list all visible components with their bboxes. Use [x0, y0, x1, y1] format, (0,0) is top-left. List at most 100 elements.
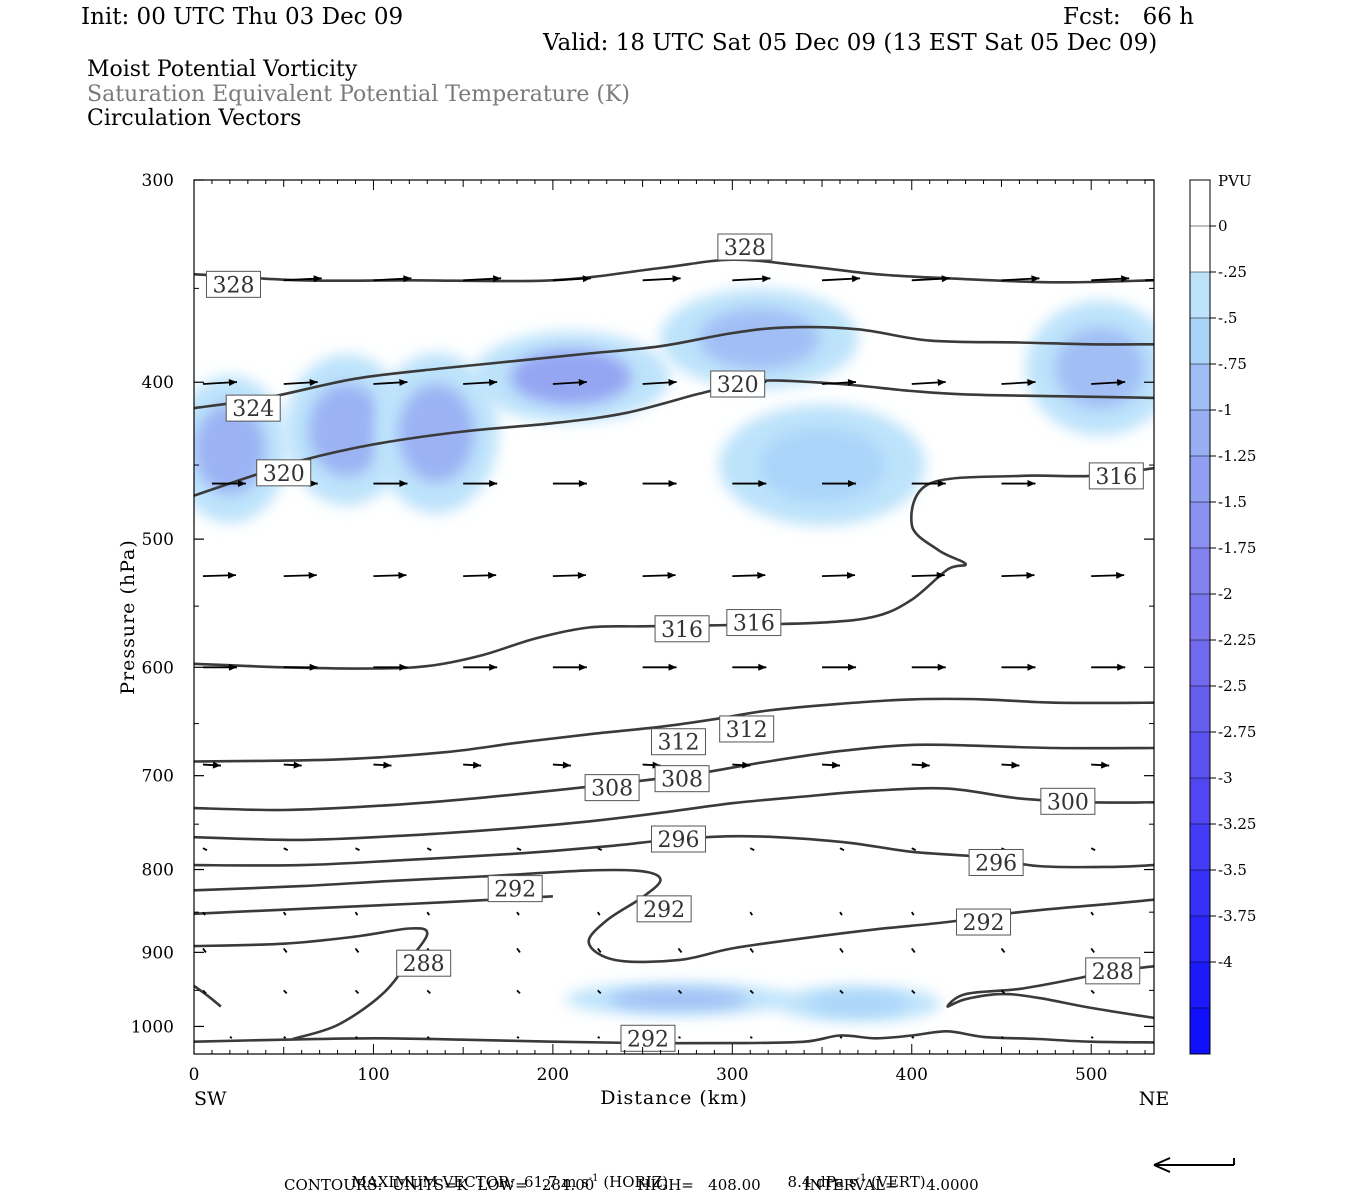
pv-blob-core	[510, 349, 632, 405]
contour-label-box	[726, 609, 782, 637]
colorbar-tick-label: 0	[1218, 217, 1228, 235]
vector-head	[1011, 761, 1020, 769]
contour-line	[194, 379, 1154, 497]
vector-shaft	[596, 911, 601, 916]
vector-head	[937, 378, 946, 386]
pv-blob-core	[698, 308, 820, 370]
vector-head	[562, 761, 571, 769]
vector-shaft	[354, 947, 360, 953]
valid-time: Valid: 18 UTC Sat 05 Dec 09 (13 EST Sat …	[543, 30, 1158, 56]
vector-shaft	[202, 847, 208, 851]
pv-blob-core	[308, 383, 385, 476]
max-vector-horiz-unit: (HORIZ)	[603, 1173, 669, 1191]
vector-shaft	[911, 911, 915, 916]
vector-shaft	[516, 1036, 520, 1039]
contour-label: 328	[724, 236, 766, 261]
vector-shaft	[749, 847, 755, 851]
contour-label: 320	[263, 462, 305, 487]
vector-shaft	[282, 947, 288, 953]
vector-head	[1175, 275, 1183, 282]
vector-shaft	[426, 1036, 430, 1039]
vector-shaft	[1001, 1036, 1004, 1039]
contour-label: 320	[717, 373, 759, 398]
y-axis-label: Pressure (hPa)	[117, 539, 139, 695]
colorbar-segment	[1190, 272, 1210, 319]
contour-label: 324	[232, 397, 274, 422]
vector-head	[228, 663, 237, 671]
pv-blob-core	[398, 384, 474, 483]
vector-head	[672, 275, 681, 283]
colorbar-tick-label: -2.75	[1218, 723, 1256, 741]
vector-head	[937, 663, 946, 671]
vector-head	[309, 663, 318, 671]
max-vector-horiz-value: 61.7 m s	[523, 1173, 589, 1191]
vector-shaft	[516, 911, 520, 916]
vector-head	[848, 663, 857, 671]
contour-label-box	[717, 233, 773, 261]
max-vector-vert-value: 8.4 dPa s	[787, 1173, 857, 1191]
contour-label-box	[256, 459, 312, 487]
vector-head	[762, 275, 771, 283]
contour-line	[194, 325, 1154, 410]
vector-head	[757, 571, 766, 579]
vector-head	[668, 378, 677, 386]
vector-shaft	[516, 947, 521, 953]
vector-head	[1117, 663, 1126, 671]
contour-label: 308	[661, 768, 703, 793]
vector-head	[293, 761, 302, 769]
max-vector-label: MAXIMUM VECTOR:	[351, 1173, 515, 1191]
colorbar-unit: PVU	[1218, 172, 1252, 190]
contour-label-box	[225, 394, 281, 422]
contour-label: 316	[1095, 465, 1137, 490]
vector-head	[489, 663, 498, 671]
vector-head	[937, 480, 946, 488]
vector-shaft	[283, 989, 288, 995]
vector-head	[308, 571, 317, 579]
contour-label: 292	[494, 878, 536, 903]
vector-shaft	[597, 947, 602, 953]
vector-shaft	[839, 1036, 843, 1039]
colorbar-segment	[1190, 410, 1210, 457]
contour-label-box	[396, 949, 452, 977]
vector-head	[652, 761, 661, 769]
vector-head	[667, 571, 676, 579]
colorbar-tick-label: -.5	[1218, 309, 1237, 327]
x-tick-label: 300	[716, 1065, 748, 1085]
vector-shaft	[1090, 989, 1095, 995]
vector-head	[212, 761, 221, 769]
colorbar-tick-label: -.25	[1218, 263, 1247, 281]
vector-shaft	[1090, 947, 1095, 953]
contour-line	[194, 697, 1154, 763]
vector-shaft	[516, 989, 521, 995]
y-tick-label: 700	[142, 767, 174, 787]
vector-head	[742, 761, 751, 769]
vector-head	[941, 275, 950, 283]
pv-blob-core	[807, 992, 909, 1015]
vector-head	[398, 571, 407, 579]
vector-shaft	[355, 847, 360, 851]
colorbar-segment	[1190, 502, 1210, 549]
exp-vert: -1	[856, 1173, 867, 1184]
colorbar-tick-label: -3	[1218, 769, 1233, 787]
forecast-hour: Fcst: 66 h	[1063, 4, 1194, 30]
colorbar-segment	[1190, 594, 1210, 641]
vector-head	[848, 480, 857, 488]
vector-shaft	[202, 947, 207, 953]
contour-label: 300	[1047, 790, 1089, 815]
vector-head	[578, 663, 587, 671]
max-vector-readout: MAXIMUM VECTOR: 61.7 m s-1 (HORIZ)	[342, 1159, 669, 1191]
vector-head	[313, 275, 322, 283]
vector-head	[1116, 571, 1125, 579]
vector-shaft	[597, 847, 603, 851]
vector-head	[492, 275, 502, 283]
y-tick-label: 600	[142, 658, 174, 678]
contour-label-box	[968, 848, 1024, 876]
vector-head	[668, 480, 677, 488]
cross-section-chart: 328 328 324 320 320 316 316 316 312 312 308 308 300 2…	[117, 171, 1256, 1110]
contour-label: 308	[591, 777, 633, 802]
vector-head	[758, 663, 767, 671]
vector-shaft	[202, 989, 207, 995]
vector-shaft	[1000, 947, 1006, 953]
contour-label-box	[654, 615, 710, 643]
vector-shaft	[1090, 911, 1094, 916]
